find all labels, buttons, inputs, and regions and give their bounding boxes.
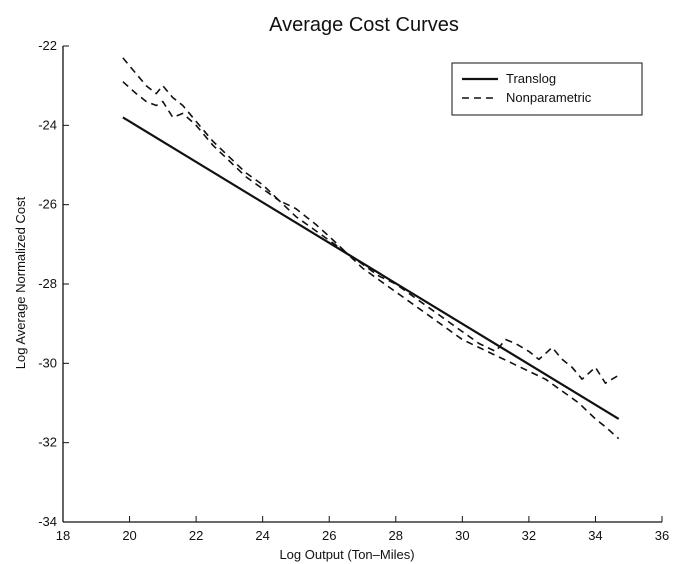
x-tick-label: 26 bbox=[322, 528, 336, 543]
y-tick-label: -34 bbox=[38, 514, 57, 529]
y-tick-label: -28 bbox=[38, 276, 57, 291]
x-tick-label: 20 bbox=[122, 528, 136, 543]
y-tick-label: -32 bbox=[38, 435, 57, 450]
axes bbox=[62, 46, 662, 523]
series-line-nonparametric-1 bbox=[122, 57, 620, 385]
series-layer bbox=[122, 57, 620, 440]
y-axis-label: Log Average Normalized Cost bbox=[13, 196, 28, 369]
ticks: 18 20 22 24 26 28 30 32 34 36 -34 -32 -30 -28 -26 -24 -2… bbox=[38, 38, 669, 543]
legend: Translog Nonparametric bbox=[451, 62, 643, 116]
legend-box bbox=[451, 62, 643, 116]
x-tick-label: 24 bbox=[255, 528, 269, 543]
y-tick-label: -30 bbox=[38, 355, 57, 370]
y-tick-label: -26 bbox=[38, 197, 57, 212]
x-tick-label: 34 bbox=[588, 528, 602, 543]
x-tick-label: 28 bbox=[389, 528, 403, 543]
x-tick-label: 18 bbox=[56, 528, 70, 543]
x-tick-label: 22 bbox=[189, 528, 203, 543]
legend-label-translog: Translog bbox=[506, 71, 556, 86]
series-line-nonparametric-2 bbox=[122, 81, 620, 440]
x-axis-label: Log Output (Ton–Miles) bbox=[279, 547, 414, 562]
x-tick-label: 36 bbox=[655, 528, 669, 543]
y-tick-label: -22 bbox=[38, 38, 57, 53]
x-tick-label: 32 bbox=[522, 528, 536, 543]
series-line-translog-0 bbox=[122, 116, 620, 420]
legend-label-nonparametric: Nonparametric bbox=[506, 90, 592, 105]
y-tick-label: -24 bbox=[38, 117, 57, 132]
chart-title: Average Cost Curves bbox=[269, 14, 459, 36]
x-tick-label: 30 bbox=[455, 528, 469, 543]
